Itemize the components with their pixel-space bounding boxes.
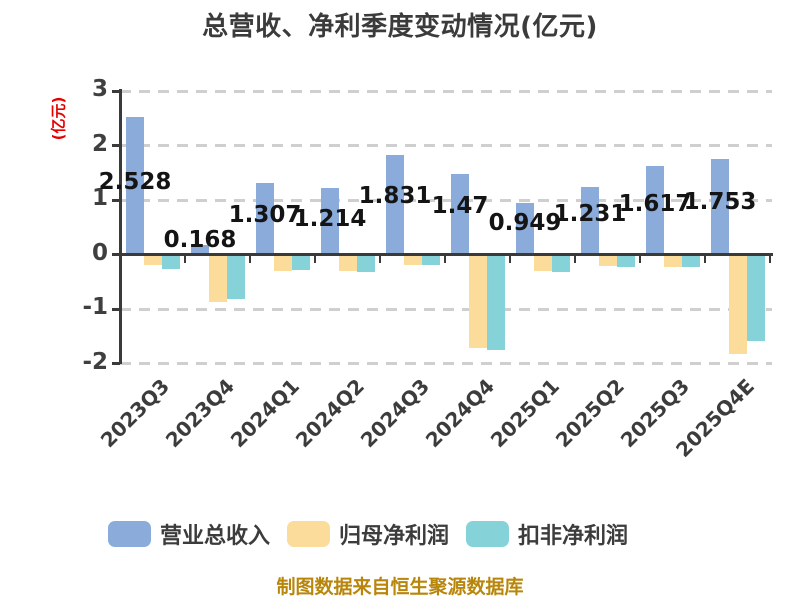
- x-tick-mark: [704, 256, 706, 263]
- legend-item-营业总收入: 营业总收入: [108, 518, 270, 550]
- bar-归母净利润-2024Q3: [404, 254, 422, 266]
- data-source-note: 制图数据来自恒生聚源数据库: [276, 576, 524, 598]
- bar-扣非净利润-2024Q1: [292, 254, 310, 270]
- bar-营业总收入-2025Q1: [516, 202, 534, 255]
- y-tick-mark: [112, 89, 120, 93]
- bar-营业总收入-2023Q4: [191, 245, 209, 255]
- value-label-2025Q1: 0.949: [488, 209, 562, 236]
- value-label-2024Q2: 1.214: [293, 206, 367, 233]
- bar-扣非净利润-2025Q1: [552, 254, 570, 273]
- bar-扣非净利润-2024Q3: [422, 254, 440, 265]
- y-axis-line: [118, 89, 122, 364]
- bar-营业总收入-2025Q4E: [711, 158, 729, 255]
- gridline-y-1: [120, 307, 772, 311]
- bar-归母净利润-2024Q2: [339, 254, 357, 272]
- y-tick-label: -2: [82, 348, 108, 375]
- legend: 营业总收入 归母净利润 扣非净利润: [108, 518, 628, 550]
- bar-归母净利润-2025Q1: [534, 254, 552, 271]
- y-tick-label: -1: [82, 294, 108, 320]
- gridline-y2: [120, 144, 772, 147]
- y-tick-mark: [112, 198, 120, 202]
- legend-label-扣非净利润: 扣非净利润: [518, 524, 629, 549]
- x-tick-mark: [184, 256, 186, 263]
- y-tick-label: 2: [91, 130, 108, 157]
- x-tick-mark: [769, 256, 771, 263]
- bar-营业总收入-2025Q3: [646, 166, 664, 255]
- legend-item-扣非净利润: 扣非净利润: [466, 518, 628, 550]
- bar-扣非净利润-2023Q4: [227, 254, 245, 299]
- value-label-2025Q2: 1.231: [553, 201, 627, 228]
- bar-归母净利润-2025Q2: [599, 254, 617, 267]
- bar-归母净利润-2024Q4: [469, 254, 487, 349]
- x-tick-mark: [639, 256, 641, 263]
- gridline-y-2: [120, 362, 772, 365]
- legend-swatch-归母净利润: [287, 521, 331, 547]
- bar-扣非净利润-2024Q4: [487, 254, 505, 350]
- gridline-y1: [120, 198, 772, 202]
- chart-title: 总营收、净利季度变动情况(亿元): [202, 12, 598, 42]
- bar-归母净利润-2025Q3: [664, 254, 682, 268]
- bar-营业总收入-2024Q4: [451, 174, 469, 255]
- y-tick-mark: [112, 307, 120, 311]
- value-label-2025Q4E: 1.753: [683, 188, 757, 215]
- y-tick-label: 3: [91, 76, 108, 102]
- x-tick-mark: [314, 256, 316, 263]
- legend-swatch-营业总收入: [108, 521, 151, 547]
- value-label-2023Q3: 2.528: [98, 168, 172, 195]
- legend-label-营业总收入: 营业总收入: [160, 524, 271, 549]
- y-tick-mark: [112, 144, 120, 147]
- legend-item-归母净利润: 归母净利润: [287, 518, 449, 550]
- x-axis-zero-line: [118, 253, 773, 256]
- bar-营业总收入-2023Q3: [126, 116, 144, 255]
- y-tick-label: 1: [91, 185, 108, 211]
- x-tick-mark: [249, 256, 251, 263]
- y-tick-label: 0: [91, 239, 108, 266]
- bar-扣非净利润-2025Q2: [617, 254, 635, 268]
- bar-营业总收入-2024Q3: [386, 154, 404, 255]
- bar-营业总收入-2025Q2: [581, 187, 599, 255]
- x-tick-mark: [574, 256, 576, 263]
- value-label-2024Q3: 1.831: [358, 182, 432, 209]
- gridline-y3: [120, 89, 772, 93]
- y-tick-mark: [112, 362, 120, 365]
- bar-扣非净利润-2025Q4E: [747, 254, 765, 341]
- x-tick-mark: [119, 256, 121, 263]
- bar-归母净利润-2023Q4: [209, 254, 227, 302]
- y-tick-mark: [112, 253, 120, 256]
- bar-扣非净利润-2023Q3: [162, 254, 180, 269]
- bar-扣非净利润-2024Q2: [357, 254, 375, 273]
- value-label-2025Q3: 1.617: [618, 191, 692, 218]
- x-tick-mark: [509, 256, 511, 263]
- bar-归母净利润-2024Q1: [274, 254, 292, 272]
- bar-营业总收入-2024Q1: [256, 183, 274, 255]
- x-tick-mark: [444, 256, 446, 263]
- value-label-2023Q4: 0.168: [163, 227, 237, 254]
- legend-swatch-扣非净利润: [466, 521, 510, 547]
- bar-归母净利润-2025Q4E: [729, 254, 747, 354]
- value-label-2024Q1: 1.307: [228, 202, 302, 229]
- legend-label-归母净利润: 归母净利润: [339, 524, 450, 549]
- x-tick-mark: [379, 256, 381, 263]
- value-label-2024Q4: 1.47: [431, 193, 489, 220]
- bar-归母净利润-2023Q3: [144, 254, 162, 266]
- bar-扣非净利润-2025Q3: [682, 254, 700, 268]
- bar-营业总收入-2024Q2: [321, 188, 339, 255]
